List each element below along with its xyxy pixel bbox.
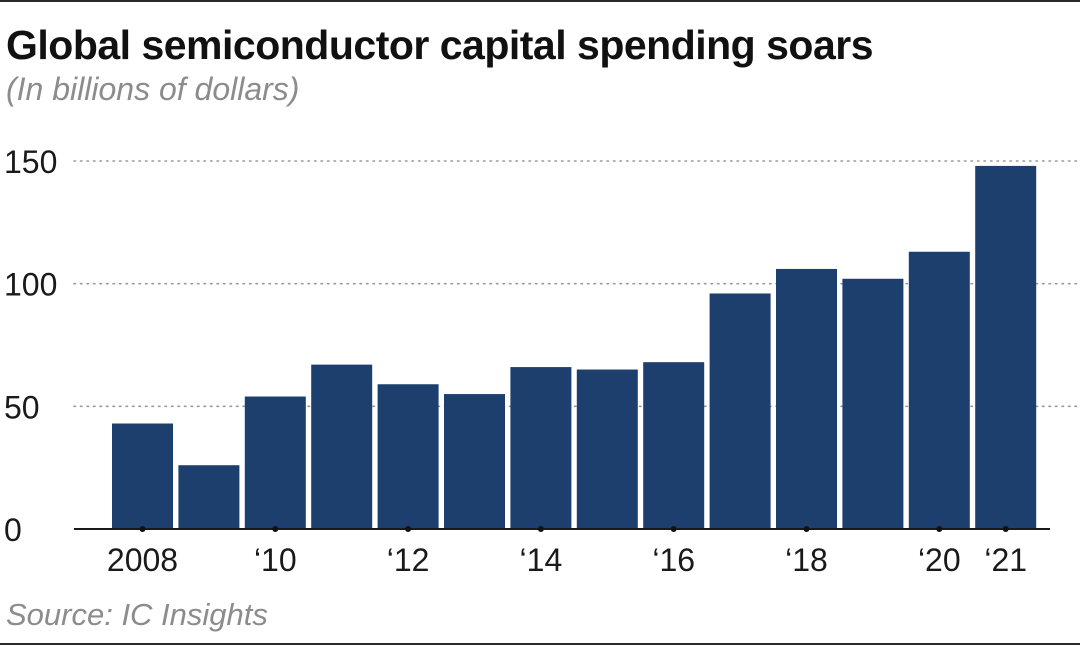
bar-chart: 0 50 100 150 2008 ‘10 ‘12 ‘14 ‘16 ‘18 ‘20 ‘21 <box>4 144 1079 578</box>
x-tick-mark <box>405 526 412 532</box>
grid-lines <box>73 160 1079 408</box>
bar-2015 <box>576 369 638 529</box>
bar-2020 <box>908 251 970 530</box>
x-tick-mark <box>537 526 544 532</box>
x-tick-label: ‘21 <box>984 542 1027 578</box>
x-tick-mark <box>936 526 943 532</box>
bars <box>112 165 1037 530</box>
bar-2021 <box>975 165 1037 529</box>
x-tick-label: ‘20 <box>918 542 961 578</box>
x-axis-ticks: 2008 ‘10 ‘12 ‘14 ‘16 ‘18 ‘20 ‘21 <box>107 526 1027 578</box>
bar-2012 <box>377 384 439 529</box>
x-tick-label: 2008 <box>107 542 178 578</box>
bar-2011 <box>311 364 373 529</box>
y-tick-label: 150 <box>4 144 57 180</box>
x-tick-mark <box>803 526 810 532</box>
y-tick-label: 0 <box>4 512 22 548</box>
x-tick-label: ‘14 <box>520 542 563 578</box>
bar-2018 <box>776 268 837 529</box>
x-tick-label: ‘12 <box>387 542 430 578</box>
y-tick-label: 100 <box>4 267 57 303</box>
bottom-rule <box>0 643 1080 645</box>
x-tick-mark <box>272 526 279 532</box>
bar-2016 <box>643 362 705 529</box>
source-note: Source: IC Insights <box>6 597 268 632</box>
chart-subtitle: (In billions of dollars) <box>6 71 300 107</box>
x-tick-label: ‘10 <box>254 542 297 578</box>
x-tick-mark <box>1002 526 1009 532</box>
y-tick-label: 50 <box>4 389 40 425</box>
bar-2019 <box>842 278 904 529</box>
x-tick-mark <box>139 526 146 532</box>
x-tick-label: ‘18 <box>785 542 828 578</box>
x-tick-mark <box>670 526 677 532</box>
y-axis-labels: 0 50 100 150 <box>4 144 57 548</box>
bar-2009 <box>178 465 240 529</box>
bar-2010 <box>244 396 306 529</box>
chart-title: Global semiconductor capital spending so… <box>6 22 874 68</box>
bar-2017 <box>709 293 771 529</box>
bar-2014 <box>510 367 572 529</box>
bar-2013 <box>444 394 505 529</box>
bar-2008 <box>112 423 173 529</box>
top-rule <box>0 0 1080 2</box>
x-tick-label: ‘16 <box>652 542 695 578</box>
